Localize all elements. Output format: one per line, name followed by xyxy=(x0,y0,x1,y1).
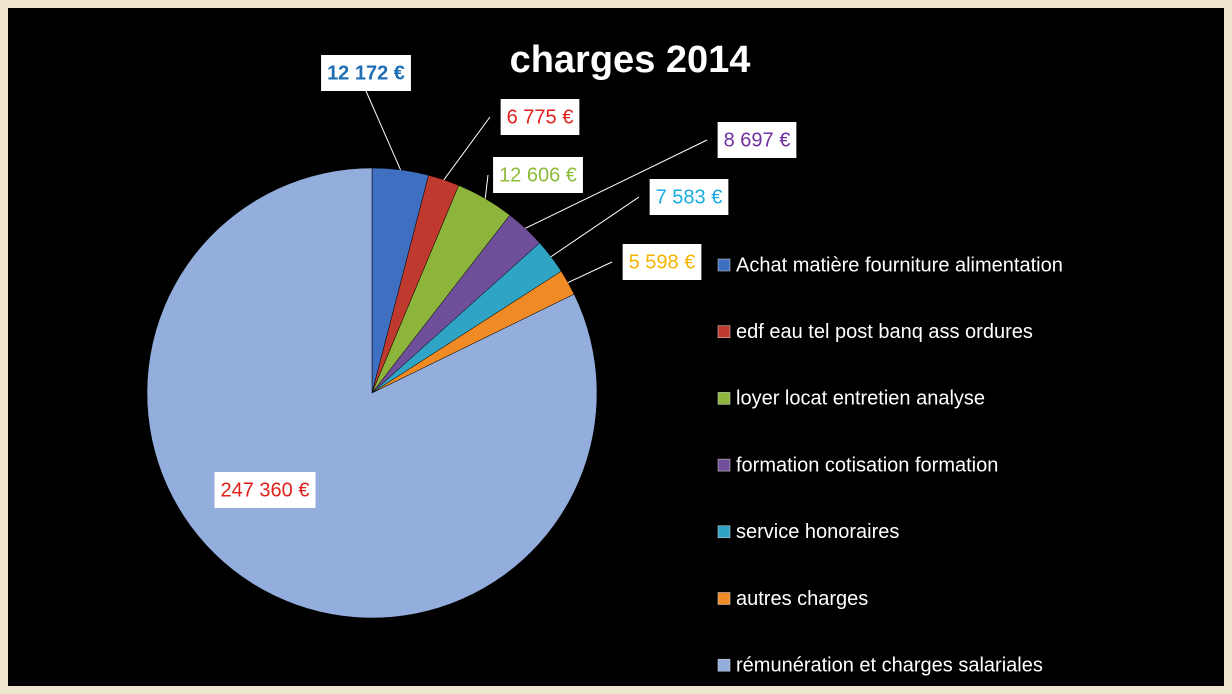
data-label: 5 598 € xyxy=(629,251,696,273)
leader-line xyxy=(550,196,640,258)
data-label-box xyxy=(321,55,411,91)
legend-label: rémunération et charges salariales xyxy=(736,654,1043,676)
data-label: 247 360 € xyxy=(221,479,310,501)
data-label-box xyxy=(649,179,729,215)
data-label: 7 583 € xyxy=(656,186,723,208)
legend-label: loyer locat entretien analyse xyxy=(736,388,985,410)
data-label: 8 697 € xyxy=(724,129,791,151)
data-label: 12 606 € xyxy=(499,164,577,186)
legend-label: service honoraires xyxy=(736,521,899,543)
legend-marker xyxy=(717,525,731,539)
legend-label: autres charges xyxy=(736,588,868,610)
legend-label: edf eau tel post banq ass ordures xyxy=(736,321,1033,343)
leader-line xyxy=(484,174,489,199)
legend-marker xyxy=(717,258,731,272)
legend-marker xyxy=(717,392,731,405)
legend-label: Achat matière fourniture alimentation xyxy=(736,254,1063,276)
data-label: 12 172 € xyxy=(327,62,405,84)
data-label-box xyxy=(214,472,316,508)
leader-line xyxy=(525,139,708,229)
data-label-box xyxy=(493,157,583,193)
leader-line xyxy=(365,90,401,171)
data-label-box xyxy=(500,99,580,135)
data-label-box xyxy=(622,244,702,280)
data-label-box xyxy=(717,122,797,158)
chart-title: charges 2014 xyxy=(510,39,751,81)
leader-line xyxy=(443,116,491,181)
data-label: 6 775 € xyxy=(507,106,574,128)
leader-line xyxy=(567,261,613,283)
legend-marker xyxy=(717,592,731,605)
legend-marker xyxy=(717,658,731,672)
legend-marker xyxy=(717,458,731,472)
legend-marker xyxy=(717,325,731,338)
legend-label: formation cotisation formation xyxy=(736,454,998,476)
